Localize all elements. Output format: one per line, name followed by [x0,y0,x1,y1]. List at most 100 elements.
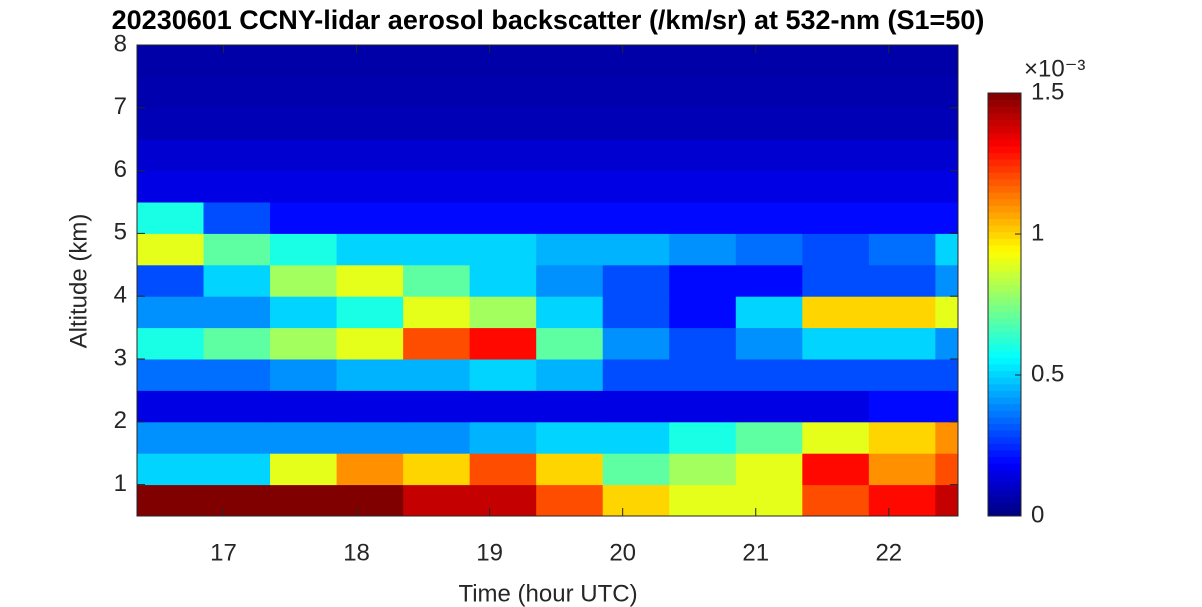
colorbar-step [988,258,1021,266]
y-tick-label: 6 [114,156,127,183]
heatmap-cell [735,327,803,360]
heatmap-cell [469,264,537,297]
colorbar-frame [987,92,1022,517]
colorbar-step [988,456,1021,464]
colorbar-step [988,211,1021,220]
heatmap-cell [868,170,936,203]
heatmap-cell [935,202,959,234]
heatmap-cell [137,296,205,329]
colorbar-step [988,324,1021,332]
heatmap-cell [403,233,471,266]
heatmap-cell [203,264,271,297]
colorbar-step [988,377,1021,385]
heatmap-cell [536,421,604,454]
heatmap-cell [137,359,205,391]
heatmap-cell [137,421,205,454]
heatmap-cell [270,327,338,360]
heatmap-cell [602,45,670,77]
colorbar-step [988,502,1021,510]
heatmap-cell [602,76,670,109]
heatmap-cell [935,453,959,486]
heatmap-cell [935,484,959,517]
heatmap-cell [203,202,271,234]
heatmap-cell [270,139,338,172]
heatmap-cell [403,45,471,77]
heatmap-cell [935,327,959,360]
heatmap-cell [802,453,870,486]
heatmap-cell [935,170,959,203]
heatmap-cell [203,327,271,360]
plot-frame [136,44,959,517]
heatmap-cell [536,107,604,140]
colorbar-step [988,172,1021,180]
heatmap-cell [602,484,670,517]
heatmap-cell [669,107,737,140]
heatmap-cell [203,421,271,454]
colorbar-step [988,443,1021,451]
heatmap-cell [403,453,471,486]
heatmap-cell [203,170,271,203]
colorbar-step [988,337,1021,345]
colorbar-step [988,278,1021,286]
heatmap-cell [469,170,537,203]
colorbar-step [988,509,1021,517]
x-axis-label: Time (hour UTC) [458,580,637,607]
heatmap-cell [469,45,537,77]
colorbar-step [988,469,1021,477]
heatmap-cell [536,139,604,172]
heatmap-cell [536,453,604,486]
heatmap-cell [669,390,737,423]
heatmap-cell [802,107,870,140]
heatmap-cell [469,296,537,329]
heatmap-cell [270,233,338,266]
colorbar-tick-label: 0.5 [1031,360,1064,387]
heatmap-cell [868,390,936,423]
colorbar-step [988,317,1021,325]
heatmap-cell [868,359,936,391]
heatmap-cell [802,359,870,391]
heatmap-cell [602,170,670,203]
colorbar-step [988,165,1021,173]
colorbar-step [988,198,1021,206]
colorbar-step [988,106,1021,114]
colorbar-step [988,304,1021,312]
heatmap-cell [935,45,959,77]
heatmap-cell [403,421,471,454]
heatmap-cell [469,359,537,391]
heatmap-cell [270,76,338,109]
x-tick-label: 21 [742,539,769,566]
colorbar-step [988,205,1021,213]
heatmap-cell [669,327,737,360]
x-tick-label: 17 [210,539,237,566]
heatmap-cell [602,264,670,297]
heatmap-cell [868,107,936,140]
heatmap-cell [935,296,959,329]
colorbar-step [988,139,1021,147]
colorbar-step [988,397,1021,405]
heatmap-cell [203,107,271,140]
heatmap-cell [469,139,537,172]
heatmap-cell [137,76,205,109]
colorbar-tick-label: 1 [1031,219,1044,246]
heatmap-cell [868,202,936,234]
heatmap-cell [336,264,404,297]
heatmap-cell [669,139,737,172]
heatmap-cell [669,484,737,517]
colorbar-step [988,119,1021,127]
heatmap-cell [137,107,205,140]
heatmap-cell [270,107,338,140]
colorbar-step [988,145,1021,153]
heatmap-cell [935,233,959,266]
heatmap-cell [137,233,205,266]
heatmap-cell [403,264,471,297]
heatmap-cell [403,359,471,391]
heatmap-cell [469,76,537,109]
heatmap-cell [403,296,471,329]
heatmap-cell [735,233,803,266]
heatmap-cell [602,233,670,266]
colorbar-step [988,112,1021,120]
x-tick-label: 18 [343,539,370,566]
heatmap-cell [868,139,936,172]
heatmap-cell [469,233,537,266]
